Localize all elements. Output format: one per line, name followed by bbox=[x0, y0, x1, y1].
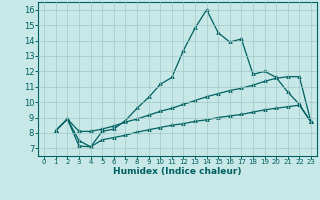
X-axis label: Humidex (Indice chaleur): Humidex (Indice chaleur) bbox=[113, 167, 242, 176]
